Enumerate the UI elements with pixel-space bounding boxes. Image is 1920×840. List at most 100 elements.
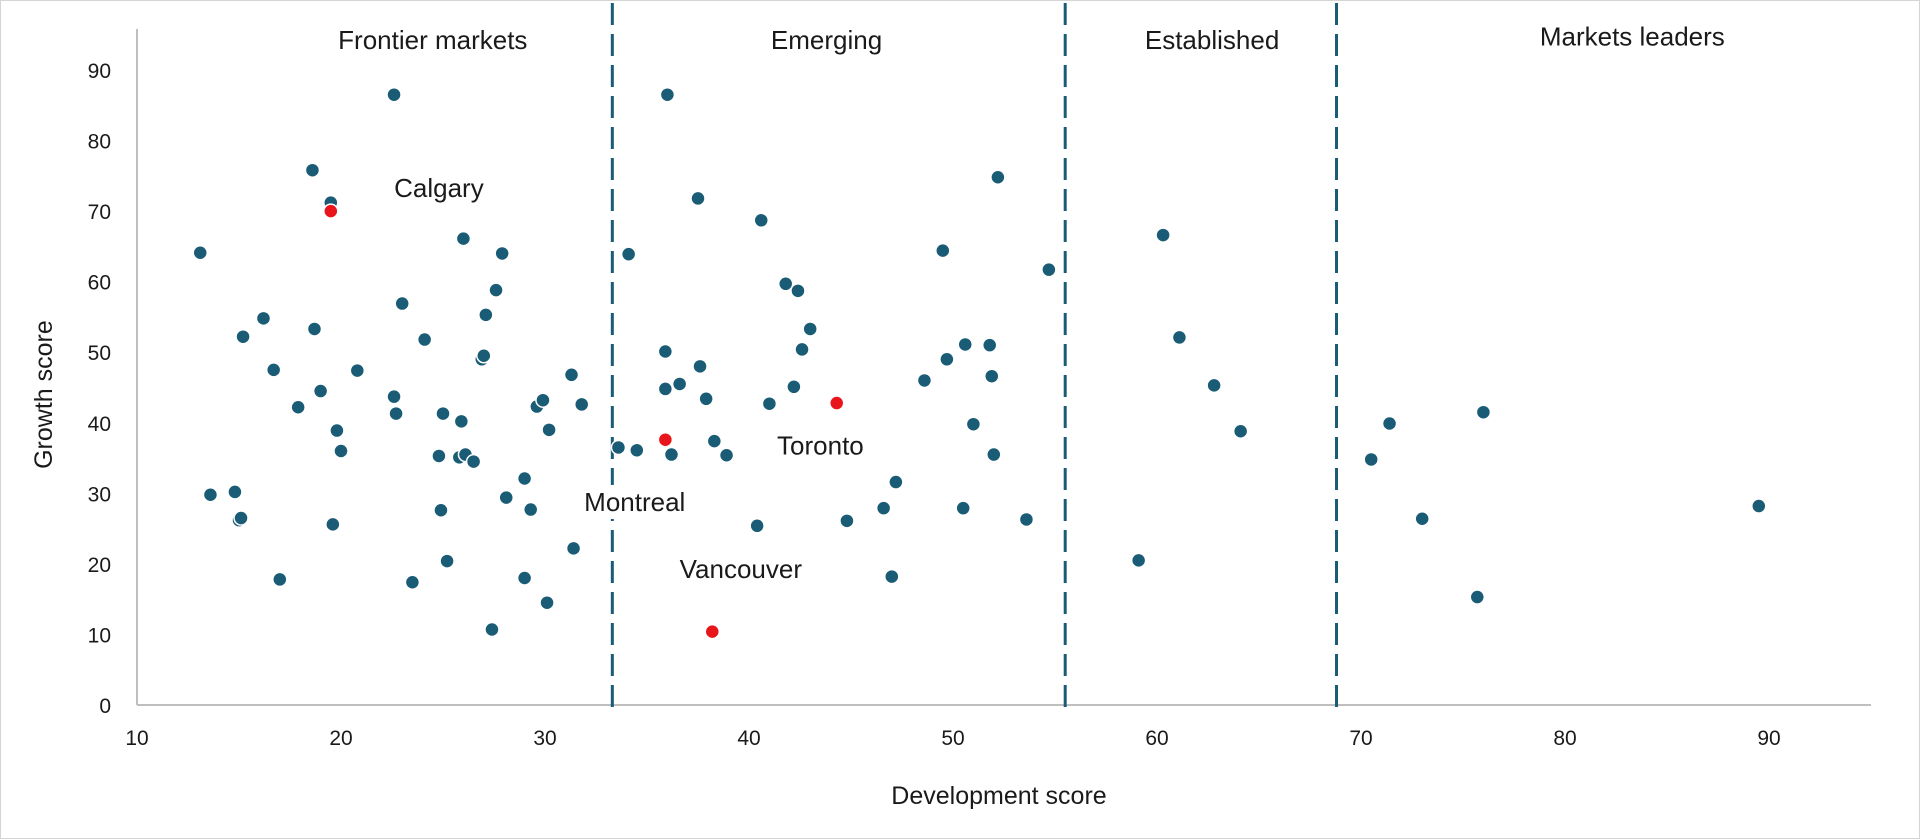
- scatter-point: [1381, 415, 1398, 432]
- data-points: [192, 86, 1767, 638]
- city-label-toronto: Toronto: [777, 431, 864, 461]
- scatter-point: [202, 486, 219, 503]
- scatter-point: [535, 392, 551, 408]
- y-tick-label: 90: [88, 60, 111, 83]
- scatter-point: [235, 328, 251, 345]
- x-tick-label: 10: [125, 727, 148, 750]
- scatter-point: [522, 501, 539, 518]
- scatter-point: [233, 510, 249, 526]
- scatter-point: [304, 162, 321, 178]
- scatter-point: [916, 372, 933, 389]
- scatter-point: [659, 86, 676, 103]
- scatter-point: [563, 367, 580, 383]
- scatter-point: [990, 169, 1006, 185]
- x-tick-label: 30: [533, 727, 556, 750]
- scatter-point: [386, 388, 402, 405]
- scatter-point: [786, 379, 802, 395]
- scatter-point: [433, 502, 449, 519]
- scatter-point: [465, 453, 482, 470]
- scatter-point: [272, 571, 288, 588]
- scatter-point: [1171, 329, 1188, 346]
- scatter-point: [981, 337, 998, 353]
- scatter-point: [671, 376, 688, 392]
- scatter-point: [290, 399, 306, 416]
- region-label: Emerging: [771, 25, 882, 55]
- y-tick-label: 30: [88, 483, 111, 506]
- scatter-point: [478, 307, 494, 323]
- scatter-point: [349, 362, 366, 379]
- scatter-point: [416, 331, 433, 348]
- scatter-point: [539, 594, 555, 611]
- y-tick-label: 0: [99, 695, 111, 718]
- scatter-point: [629, 442, 645, 459]
- scatter-point: [1041, 261, 1057, 278]
- scatter-point: [777, 276, 794, 292]
- scatter-point: [329, 422, 345, 439]
- scatter-point: [935, 242, 951, 259]
- scatter-point: [657, 381, 674, 397]
- city-label-vancouver: Vancouver: [680, 554, 803, 584]
- highlighted-points: [323, 203, 845, 640]
- scatter-point: [965, 416, 982, 432]
- scatter-point: [541, 422, 557, 438]
- scatter-point: [439, 553, 455, 569]
- city-labels: Calgary Toronto Montreal Vancouver: [394, 173, 864, 584]
- x-tick-label: 80: [1553, 727, 1576, 750]
- scatter-point: [565, 540, 582, 557]
- scatter-point: [1155, 227, 1171, 243]
- scatter-point: [227, 484, 243, 500]
- y-tick-label: 80: [88, 131, 111, 154]
- scatter-point: [663, 446, 680, 463]
- scatter-point: [431, 448, 447, 464]
- region-label: Frontier markets: [338, 25, 527, 55]
- scatter-point: [265, 362, 282, 378]
- scatter-point: [1363, 451, 1379, 468]
- scatter-point: [620, 246, 637, 262]
- scatter-point: [794, 341, 810, 358]
- x-axis-title: Development score: [891, 782, 1106, 810]
- scatter-point: [1469, 589, 1486, 605]
- scatter-point: [657, 343, 674, 360]
- scatter-point: [984, 368, 1000, 384]
- scatter-point: [692, 358, 708, 375]
- scatter-point: [875, 500, 892, 516]
- scatter-point: [333, 443, 349, 459]
- scatter-point: [192, 244, 208, 261]
- segment-dividers: [610, 3, 1339, 711]
- x-tick-label: 70: [1349, 727, 1372, 750]
- scatter-point: [455, 230, 472, 247]
- scatter-point: [1232, 423, 1249, 439]
- scatter-point: [255, 310, 272, 327]
- region-label: Markets leaders: [1540, 21, 1725, 51]
- scatter-point: [516, 470, 533, 487]
- scatter-point: [498, 489, 514, 506]
- highlight-point-vancouver: [704, 623, 721, 640]
- region-labels: Frontier markets Emerging Established Marke…: [338, 21, 1725, 55]
- scatter-point: [690, 190, 706, 207]
- scatter-point: [790, 283, 806, 299]
- highlight-point-calgary: [323, 203, 339, 219]
- scatter-point: [494, 245, 510, 262]
- scatter-point: [394, 295, 410, 312]
- y-tick-label: 10: [88, 624, 111, 647]
- highlight-point-montreal: [657, 431, 674, 448]
- scatter-point: [888, 474, 904, 490]
- y-tick-label: 50: [88, 342, 111, 365]
- scatter-point: [488, 282, 504, 298]
- scatter-point: [753, 212, 769, 229]
- scatter-point: [476, 348, 492, 364]
- y-tick-label: 70: [88, 201, 111, 224]
- scatter-point: [484, 621, 500, 638]
- scatter-point: [453, 413, 470, 430]
- scatter-point: [386, 86, 402, 103]
- x-tick-label: 20: [329, 727, 352, 750]
- scatter-point: [761, 395, 778, 412]
- scatter-point: [939, 351, 955, 368]
- scatter-point: [955, 500, 971, 516]
- montreal-label-background: [580, 484, 690, 519]
- scatter-point: [1206, 377, 1222, 394]
- region-label: Established: [1145, 25, 1279, 55]
- scatter-point: [802, 321, 818, 337]
